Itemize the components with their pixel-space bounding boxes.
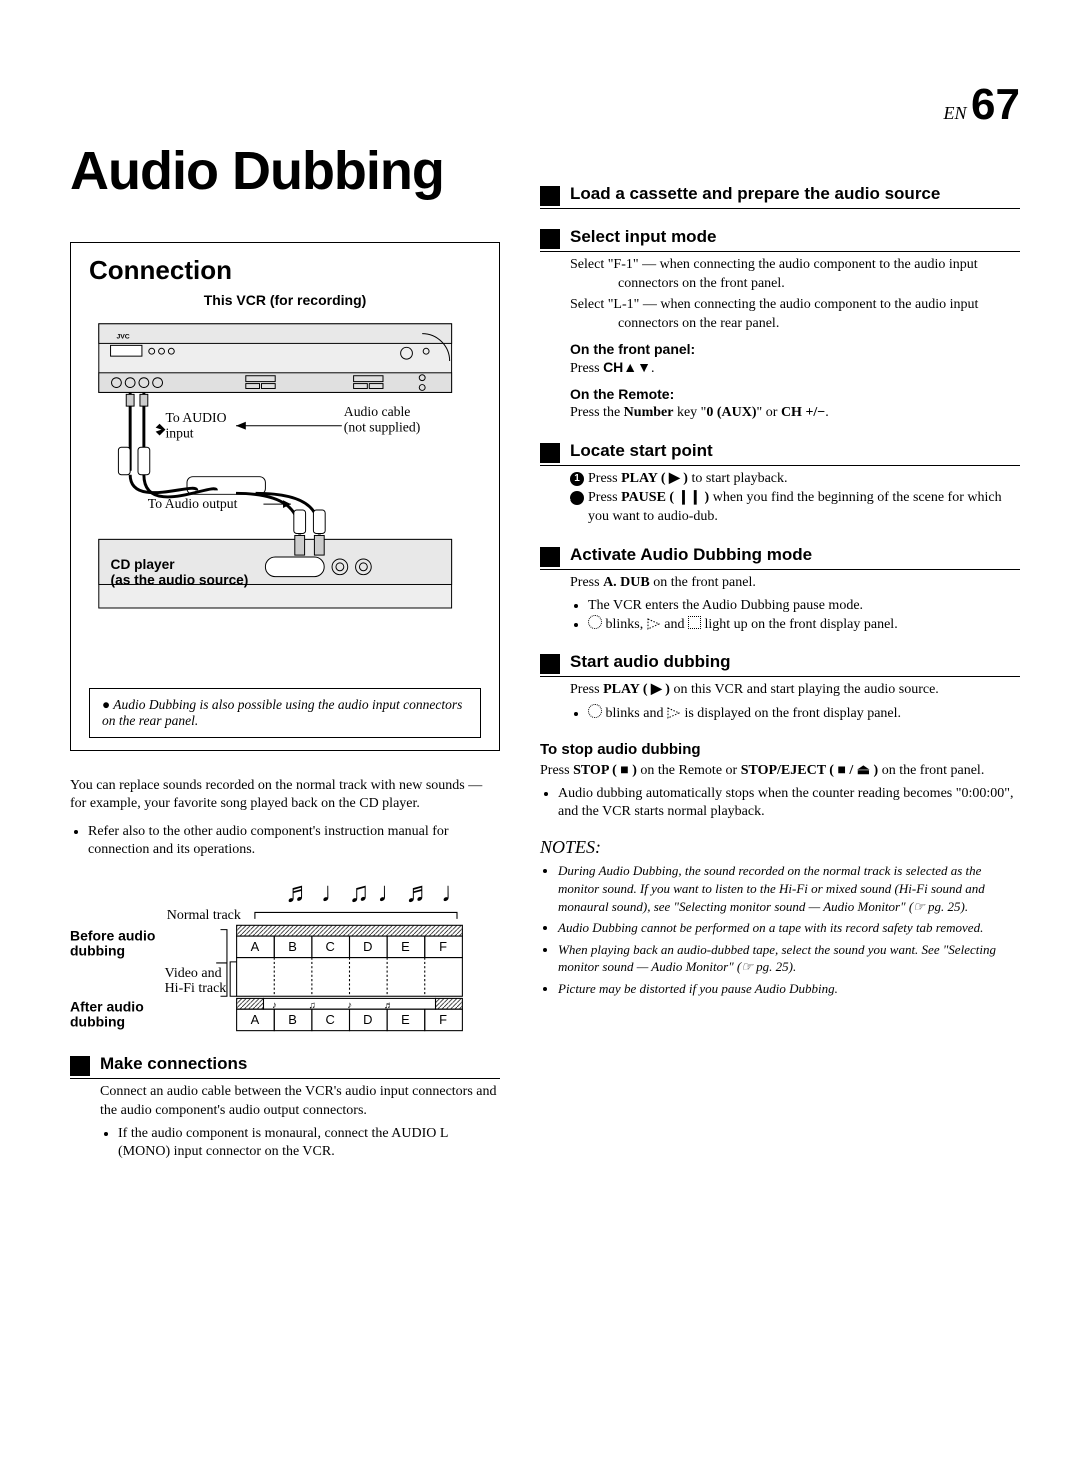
- step-select-input: Select input mode Select "F-1" — when co…: [540, 227, 1020, 423]
- svg-text:To Audio output: To Audio output: [148, 496, 238, 511]
- step-marker-icon: [540, 229, 560, 249]
- svg-text:After audio: After audio: [70, 998, 144, 1014]
- svg-text:E: E: [401, 939, 410, 954]
- connection-heading: Connection: [89, 255, 481, 286]
- svg-text:(as the audio source): (as the audio source): [111, 572, 249, 587]
- step-title: Locate start point: [570, 441, 713, 461]
- remote-label: On the Remote:: [570, 385, 1020, 404]
- step-make-connections: Make connections Connect an audio cable …: [70, 1054, 500, 1161]
- start-bullet: blinks and is displayed on the front dis…: [588, 704, 1020, 723]
- activate-bullet-2: blinks, and light up on the front displa…: [588, 615, 1020, 634]
- vcr-caption: This VCR (for recording): [89, 292, 481, 308]
- front-panel-label: On the front panel:: [570, 340, 1020, 359]
- svg-text:dubbing: dubbing: [70, 1013, 125, 1029]
- step-locate: Locate start point 1Press PLAY ( ▶ ) to …: [540, 441, 1020, 527]
- front-panel-text: Press CH▲▼.: [570, 358, 1020, 379]
- step-title: Activate Audio Dubbing mode: [570, 545, 812, 565]
- svg-text:F: F: [439, 1012, 447, 1027]
- svg-text:CD player: CD player: [111, 557, 176, 572]
- connection-note-text: Audio Dubbing is also possible using the…: [102, 697, 462, 728]
- page-prefix: EN: [944, 103, 967, 123]
- svg-text:C: C: [325, 939, 334, 954]
- num-2-icon: 2: [570, 491, 584, 505]
- notes-heading: NOTES:: [540, 837, 1020, 858]
- step-load-cassette: Load a cassette and prepare the audio so…: [540, 184, 1020, 209]
- svg-text:E: E: [401, 1012, 410, 1027]
- connection-diagram: JVC: [89, 314, 481, 667]
- svg-text:Before audio: Before audio: [70, 927, 155, 943]
- svg-text:D: D: [363, 939, 372, 954]
- step-marker-icon: [540, 443, 560, 463]
- step-marker-icon: [540, 654, 560, 674]
- svg-text:To AUDIO: To AUDIO: [165, 410, 226, 425]
- svg-text:Video and: Video and: [165, 965, 222, 980]
- dotted-circle-icon: [588, 615, 602, 629]
- svg-text:JVC: JVC: [116, 333, 129, 340]
- select-l1: Select "L-1" — when connecting the audio…: [570, 296, 1020, 334]
- svg-text:A: A: [251, 1012, 260, 1027]
- intro-bullets: Refer also to the other audio component'…: [70, 823, 500, 859]
- step-start: Start audio dubbing Press PLAY ( ▶ ) on …: [540, 652, 1020, 723]
- remote-text: Press the Number key "0 (AUX)" or CH +/−…: [570, 404, 1020, 423]
- connection-note: ● Audio Dubbing is also possible using t…: [89, 688, 481, 738]
- stop-body: Press STOP ( ■ ) on the Remote or STOP/E…: [540, 762, 1020, 781]
- step-marker-icon: [540, 547, 560, 567]
- step-title: Load a cassette and prepare the audio so…: [570, 184, 940, 204]
- intro-text: You can replace sounds recorded on the n…: [70, 777, 500, 813]
- dotted-circle-icon: [588, 704, 602, 718]
- step-marker-icon: [540, 186, 560, 206]
- connection-panel: Connection This VCR (for recording) JVC: [70, 242, 500, 751]
- svg-text:B: B: [288, 1012, 297, 1027]
- num-1-icon: 1: [570, 472, 584, 486]
- svg-text:A: A: [251, 939, 260, 954]
- step-title: Make connections: [100, 1054, 247, 1074]
- svg-text:Hi-Fi track: Hi-Fi track: [165, 980, 227, 995]
- svg-text:input: input: [165, 425, 193, 440]
- dotted-box-icon: [688, 616, 701, 629]
- svg-text:♬ ♩♫ ♩♬ ♩: ♬ ♩♫ ♩♬ ♩: [285, 878, 469, 908]
- dotted-play-icon: [667, 707, 681, 719]
- step-marker-icon: [70, 1056, 90, 1076]
- svg-text:D: D: [363, 1012, 372, 1027]
- dotted-play-icon: [647, 618, 661, 630]
- svg-text:B: B: [288, 939, 297, 954]
- step-activate: Activate Audio Dubbing mode Press A. DUB…: [540, 545, 1020, 634]
- intro-bullet: Refer also to the other audio component'…: [88, 823, 500, 859]
- svg-text:C: C: [325, 1012, 334, 1027]
- stop-title: To stop audio dubbing: [540, 741, 1020, 758]
- page-num-big: 67: [971, 80, 1020, 129]
- select-f1: Select "F-1" — when connecting the audio…: [570, 256, 1020, 294]
- step-title: Start audio dubbing: [570, 652, 731, 672]
- track-diagram: ♬ ♩♫ ♩♬ ♩ Normal track Before audio dubb…: [70, 878, 500, 1044]
- notes-list: During Audio Dubbing, the sound recorded…: [540, 862, 1020, 997]
- step-title: Select input mode: [570, 227, 716, 247]
- page-number: EN 67: [70, 80, 1020, 130]
- step-body: Connect an audio cable between the VCR's…: [100, 1083, 500, 1161]
- svg-text:Audio cable: Audio cable: [344, 404, 411, 419]
- svg-text:(not supplied): (not supplied): [344, 420, 420, 436]
- svg-text:Normal track: Normal track: [167, 907, 241, 922]
- svg-text:F: F: [439, 939, 447, 954]
- svg-text:dubbing: dubbing: [70, 942, 125, 958]
